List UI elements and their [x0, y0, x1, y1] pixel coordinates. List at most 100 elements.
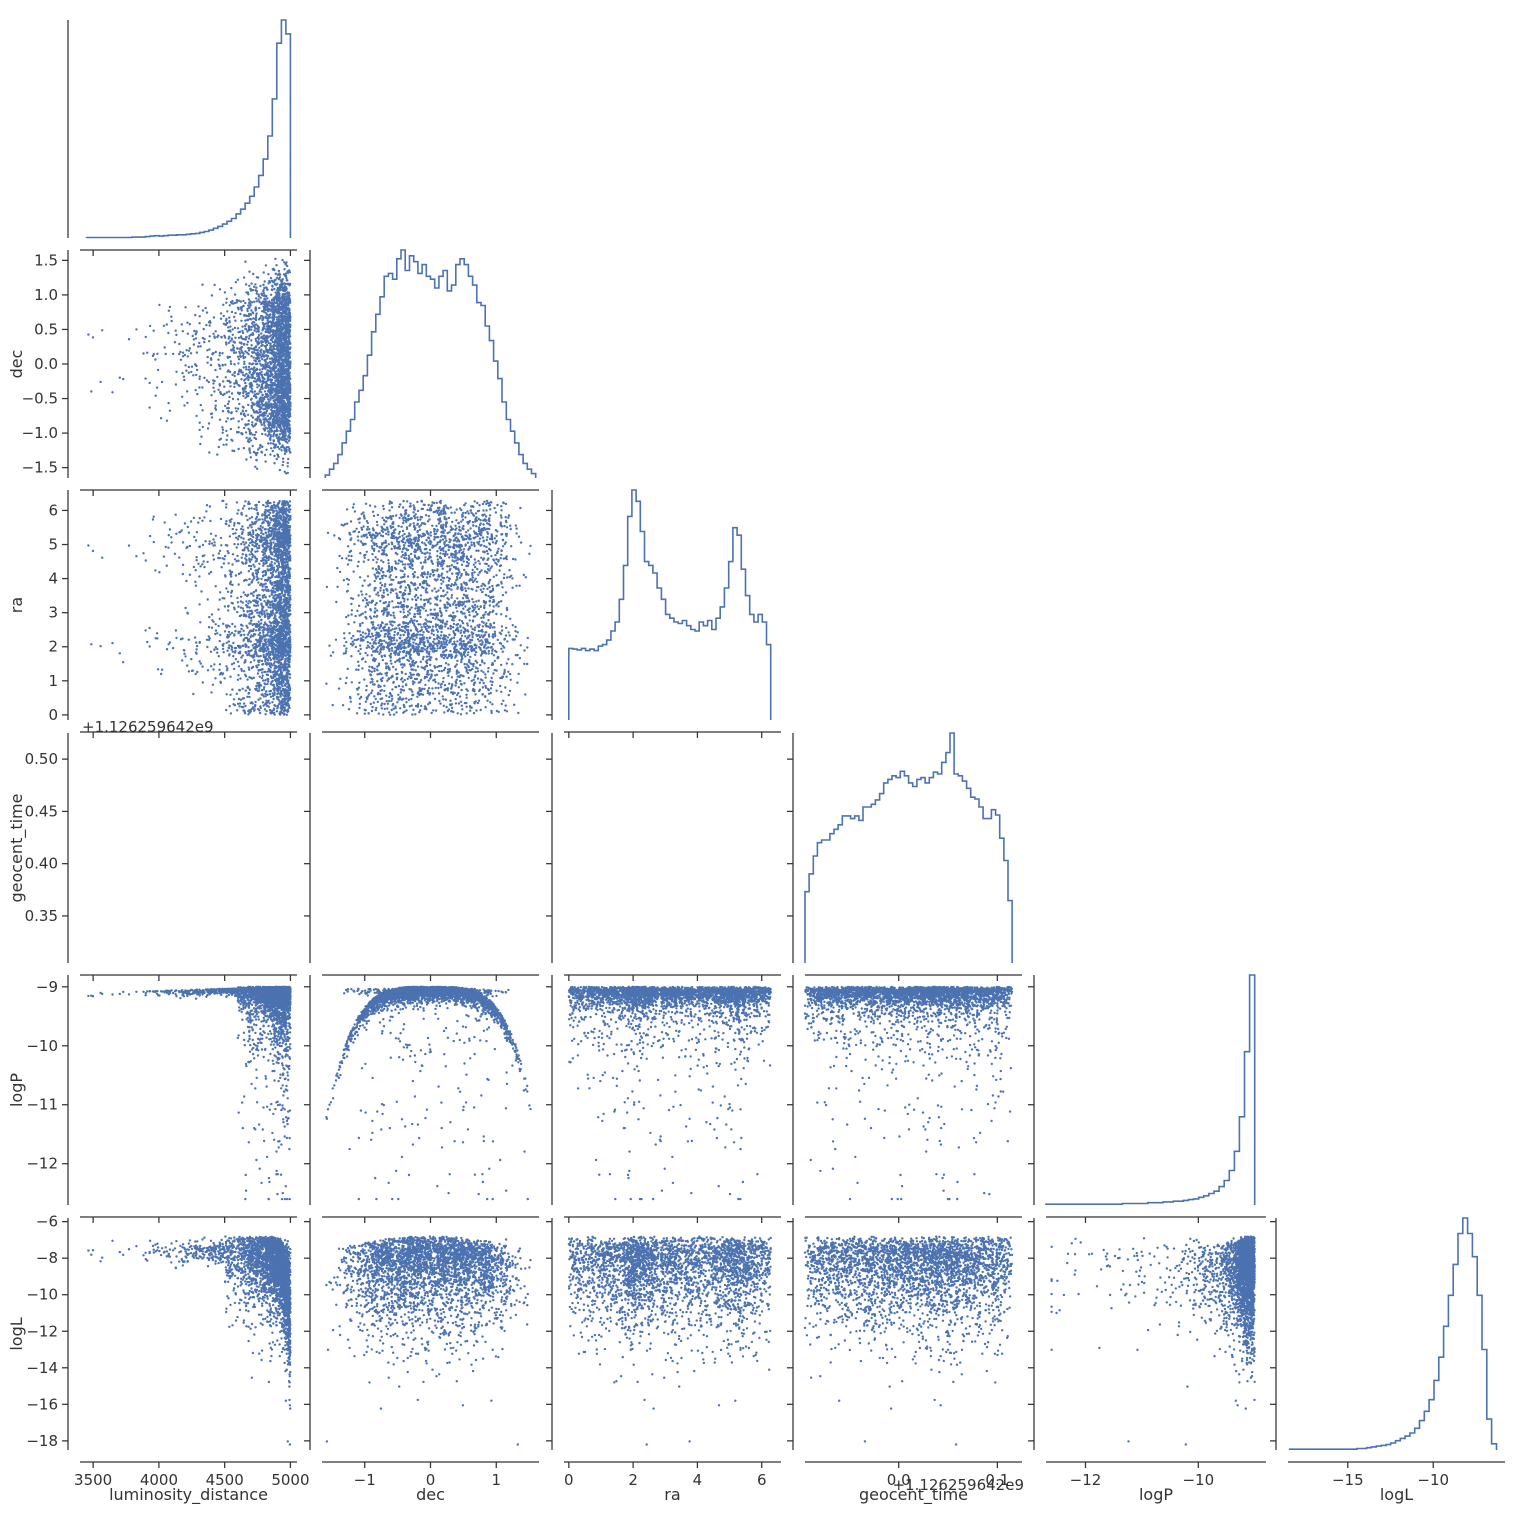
- scatter-point: [220, 566, 223, 569]
- scatter-point: [229, 330, 232, 333]
- scatter-point: [198, 545, 201, 548]
- scatter-point: [264, 386, 267, 389]
- scatter-point: [194, 672, 197, 676]
- scatter-point: [284, 308, 287, 311]
- scatter-point: [221, 352, 224, 355]
- scatter-point: [184, 364, 187, 367]
- scatter-point: [287, 446, 290, 449]
- scatter-point: [222, 651, 225, 654]
- scatter-point: [181, 572, 184, 576]
- scatter-point: [269, 569, 272, 572]
- scatter-point: [198, 641, 201, 644]
- scatter-point: [251, 444, 254, 448]
- scatter-point: [280, 306, 283, 310]
- scatter-point: [235, 430, 239, 434]
- scatter-point: [252, 563, 255, 566]
- scatter-point: [222, 314, 225, 318]
- scatter-point: [185, 369, 188, 372]
- scatter-point: [206, 427, 210, 430]
- scatter-point: [246, 526, 250, 529]
- scatter-point: [263, 378, 266, 381]
- scatter-point: [277, 420, 280, 423]
- scatter-point: [260, 676, 264, 680]
- scatter-point: [223, 630, 227, 633]
- scatter-point: [178, 342, 181, 346]
- scatter-point: [248, 370, 252, 374]
- scatter-point: [250, 387, 254, 390]
- scatter-point: [256, 419, 259, 422]
- scatter-point: [222, 622, 225, 625]
- scatter-point: [244, 283, 248, 286]
- scatter-point: [275, 309, 279, 312]
- scatter-point: [261, 358, 264, 361]
- scatter-point: [264, 336, 267, 339]
- scatter-point: [279, 296, 282, 300]
- scatter-point: [286, 352, 289, 355]
- scatter-point: [212, 620, 215, 623]
- scatter-point: [168, 305, 172, 309]
- scatter-point: [257, 298, 260, 301]
- scatter-point: [263, 390, 267, 393]
- scatter-point: [260, 370, 263, 373]
- scatter-point: [225, 693, 228, 696]
- scatter-point: [232, 347, 235, 350]
- scatter-point: [264, 341, 268, 344]
- scatter-point: [201, 386, 204, 389]
- scatter-point: [264, 713, 267, 716]
- scatter-point: [219, 390, 222, 394]
- scatter-point: [182, 375, 186, 378]
- scatter-point: [289, 623, 292, 627]
- scatter-point: [224, 575, 227, 578]
- scatter-point: [276, 377, 279, 380]
- scatter-point: [254, 700, 257, 704]
- scatter-point: [195, 531, 199, 534]
- scatter-point: [288, 423, 291, 426]
- scatter-point: [237, 447, 240, 451]
- scatter-point: [283, 706, 287, 709]
- scatter-point: [271, 333, 275, 336]
- scatter-point: [201, 309, 205, 312]
- scatter-point: [279, 339, 282, 343]
- scatter-point: [194, 337, 198, 340]
- scatter-point: [284, 402, 287, 406]
- scatter-point: [256, 672, 260, 675]
- scatter-point: [250, 404, 253, 408]
- scatter-point: [238, 402, 241, 406]
- scatter-point: [270, 372, 273, 375]
- scatter-point: [274, 366, 278, 369]
- scatter-point: [261, 402, 264, 406]
- scatter-point: [201, 409, 204, 412]
- scatter-point: [283, 352, 286, 356]
- scatter-point: [167, 309, 170, 312]
- scatter-point: [226, 402, 230, 406]
- scatter-point: [269, 367, 273, 370]
- scatter-point: [278, 360, 281, 364]
- scatter-point: [213, 390, 216, 393]
- scatter-point: [195, 556, 198, 559]
- scatter-point: [269, 442, 272, 445]
- scatter-point: [277, 348, 280, 351]
- scatter-point: [224, 319, 228, 322]
- scatter-point: [272, 399, 275, 402]
- scatter-point: [272, 360, 275, 364]
- scatter-point: [234, 574, 238, 577]
- scatter-point: [163, 521, 166, 524]
- scatter-point: [282, 273, 286, 276]
- scatter-point: [269, 309, 272, 312]
- scatter-point: [233, 326, 237, 330]
- scatter-point: [261, 336, 264, 340]
- scatter-point: [222, 303, 225, 306]
- scatter-point: [278, 468, 282, 472]
- scatter-point: [230, 338, 234, 341]
- scatter-point: [198, 660, 201, 663]
- scatter-point: [275, 320, 278, 324]
- scatter-point: [274, 559, 277, 562]
- scatter-point: [265, 709, 268, 713]
- scatter-point: [165, 648, 169, 651]
- scatter-point: [254, 529, 258, 532]
- scatter-point: [248, 317, 252, 321]
- scatter-point: [229, 520, 232, 524]
- scatter-point: [284, 472, 288, 475]
- scatter-point: [245, 323, 248, 326]
- scatter-point: [248, 270, 251, 273]
